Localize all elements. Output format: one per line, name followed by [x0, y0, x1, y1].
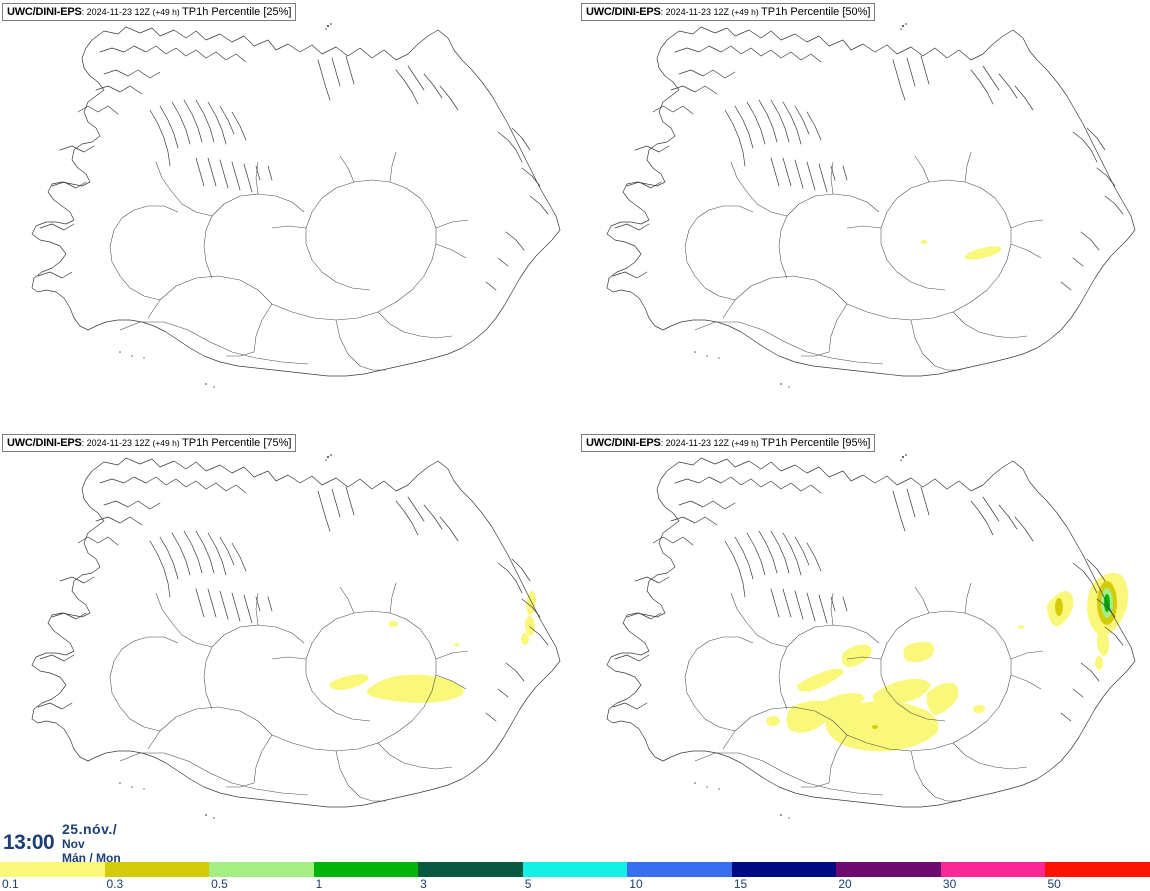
colorbar-band	[104, 862, 210, 877]
colorbar-band	[1045, 862, 1150, 877]
panel-variable-label: TP1h Percentile [25%]	[182, 6, 292, 18]
colorbar-tick-label: 10	[629, 877, 643, 891]
valid-month-label: Nov	[62, 837, 85, 851]
colorbar-tick-label: 0.5	[211, 877, 228, 891]
panel-variable-label: TP1h Percentile [50%]	[761, 6, 871, 18]
valid-weekday-label: Mán / Mon	[62, 851, 121, 862]
panel-title-75: UWC/DINI-EPS: 2024-11-23 12Z (+49 h) TP1…	[2, 434, 297, 452]
map-canvas-50	[575, 0, 1150, 431]
valid-date-label: 25.nóv./	[62, 821, 118, 837]
panel-model-label: UWC/DINI-EPS	[7, 6, 82, 18]
panel-variable-label: TP1h Percentile [75%]	[182, 437, 292, 449]
small-islands	[119, 23, 332, 388]
panel-model-label: UWC/DINI-EPS	[586, 437, 661, 449]
colorbar-tick-label: 0.1	[2, 877, 19, 891]
panel-grid: UWC/DINI-EPS: 2024-11-23 12Z (+49 h) TP1…	[0, 0, 1150, 862]
map-canvas-25	[0, 0, 575, 431]
colorbar-tick-label: 5	[524, 877, 532, 891]
precip-shading-75	[329, 591, 536, 703]
precip-shading-50	[920, 240, 1002, 260]
panel-lead-label: (+49 h)	[731, 7, 762, 17]
panel-variable-label: TP1h Percentile [95%]	[761, 437, 871, 449]
panel-lead-label: (+49 h)	[731, 438, 762, 448]
colorbar-tick-label: 30	[942, 877, 957, 891]
panel-title-95: UWC/DINI-EPS: 2024-11-23 12Z (+49 h) TP1…	[581, 434, 876, 452]
valid-time-label: 13:00	[3, 831, 55, 854]
colorbar-band	[313, 862, 419, 877]
colorbar-bands	[0, 862, 1150, 877]
map-canvas-95	[575, 431, 1150, 862]
panel-title-25: UWC/DINI-EPS: 2024-11-23 12Z (+49 h) TP1…	[2, 3, 297, 21]
colorbar-ticks: 0.1 0.3 0.5 1 3 5 10 15 20 30 50	[0, 877, 1150, 891]
panel-title-50: UWC/DINI-EPS: 2024-11-23 12Z (+49 h) TP1…	[581, 3, 876, 21]
panel-lead-label: (+49 h)	[152, 438, 183, 448]
colorbar-band	[940, 862, 1046, 877]
colorbar-tick-label: 15	[733, 877, 748, 891]
map-panel-25[interactable]: UWC/DINI-EPS: 2024-11-23 12Z (+49 h) TP1…	[0, 0, 575, 431]
colorbar-band	[209, 862, 314, 877]
panel-run-label: : 2024-11-23 12Z	[660, 7, 732, 17]
panel-run-label: : 2024-11-23 12Z	[81, 7, 153, 17]
panel-run-label: : 2024-11-23 12Z	[660, 438, 732, 448]
panel-lead-label: (+49 h)	[152, 7, 183, 17]
colorbar-band	[627, 862, 732, 877]
panel-model-label: UWC/DINI-EPS	[7, 437, 82, 449]
colorbar-band	[522, 862, 628, 877]
panel-run-label: : 2024-11-23 12Z	[81, 438, 153, 448]
colorbar-band	[0, 862, 105, 877]
colorbar-tick-label: 0.3	[106, 877, 124, 891]
panel-model-label: UWC/DINI-EPS	[586, 6, 661, 18]
map-canvas-75	[0, 431, 575, 862]
colorbar-band	[836, 862, 941, 877]
map-panel-50[interactable]: UWC/DINI-EPS: 2024-11-23 12Z (+49 h) TP1…	[575, 0, 1150, 431]
map-panel-75[interactable]: UWC/DINI-EPS: 2024-11-23 12Z (+49 h) TP1…	[0, 431, 575, 862]
colorbar: 0.1 0.3 0.5 1 3 5 10 15 20 30 50	[0, 862, 1150, 891]
timestamp-widget: 13:00 25.nóv./ Nov Mán / Mon	[0, 820, 150, 862]
colorbar-tick-label: 3	[420, 877, 427, 891]
map-panel-95[interactable]: UWC/DINI-EPS: 2024-11-23 12Z (+49 h) TP1…	[575, 431, 1150, 862]
colorbar-tick-label: 20	[838, 877, 852, 891]
colorbar-band	[418, 862, 523, 877]
colorbar-band	[731, 862, 837, 877]
colorbar-tick-label: 1	[315, 877, 323, 891]
precip-shading-95	[766, 573, 1129, 752]
colorbar-tick-label: 50	[1047, 877, 1061, 891]
